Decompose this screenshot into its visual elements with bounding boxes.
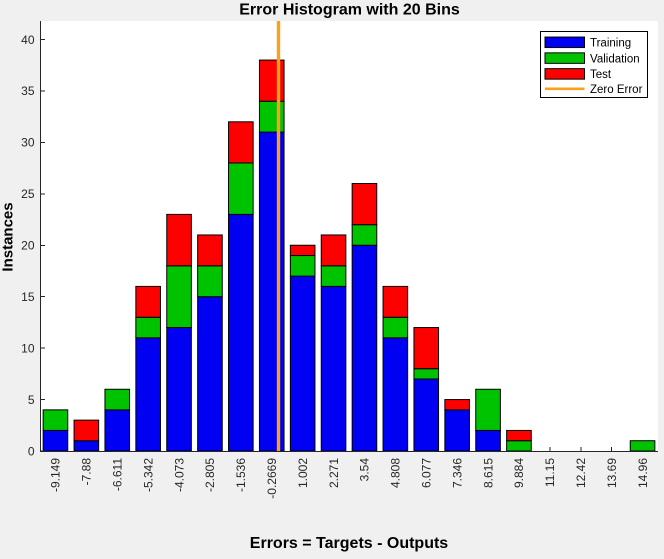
svg-text:14.96: 14.96 [636, 458, 650, 488]
svg-text:11.15: 11.15 [543, 458, 557, 487]
svg-text:Test: Test [590, 69, 612, 81]
svg-text:-9.149: -9.149 [49, 458, 63, 492]
svg-text:20: 20 [21, 239, 35, 253]
svg-text:3.54: 3.54 [358, 458, 372, 482]
svg-text:-4.073: -4.073 [172, 458, 186, 492]
svg-text:40: 40 [21, 33, 35, 47]
svg-text:-1.536: -1.536 [234, 458, 248, 492]
svg-text:15: 15 [21, 290, 35, 304]
svg-text:-7.88: -7.88 [80, 458, 94, 486]
svg-text:-5.342: -5.342 [141, 458, 155, 492]
svg-text:7.346: 7.346 [450, 458, 464, 488]
svg-text:9.884: 9.884 [512, 458, 526, 488]
svg-text:1.002: 1.002 [296, 458, 310, 488]
svg-text:25: 25 [21, 187, 35, 201]
svg-text:12.42: 12.42 [574, 458, 588, 488]
svg-text:Instances: Instances [0, 202, 17, 271]
svg-text:-6.611: -6.611 [110, 458, 124, 491]
svg-text:13.69: 13.69 [605, 458, 619, 488]
svg-text:-0.2669: -0.2669 [265, 458, 279, 499]
svg-text:-2.805: -2.805 [203, 458, 217, 492]
svg-text:0: 0 [28, 444, 35, 458]
svg-text:Error Histogram with 20 Bins: Error Histogram with 20 Bins [239, 2, 460, 19]
svg-text:Training: Training [590, 38, 631, 50]
svg-text:4.808: 4.808 [389, 458, 403, 488]
svg-text:Errors = Targets - Outputs: Errors = Targets - Outputs [250, 535, 449, 552]
svg-text:2.271: 2.271 [327, 458, 341, 488]
svg-text:35: 35 [21, 84, 35, 98]
svg-text:Zero Error: Zero Error [590, 84, 643, 96]
svg-text:5: 5 [28, 393, 35, 407]
svg-text:8.615: 8.615 [481, 458, 495, 488]
svg-text:30: 30 [21, 136, 35, 150]
svg-text:10: 10 [21, 341, 35, 355]
svg-text:6.077: 6.077 [419, 458, 433, 488]
svg-text:Validation: Validation [590, 53, 640, 65]
